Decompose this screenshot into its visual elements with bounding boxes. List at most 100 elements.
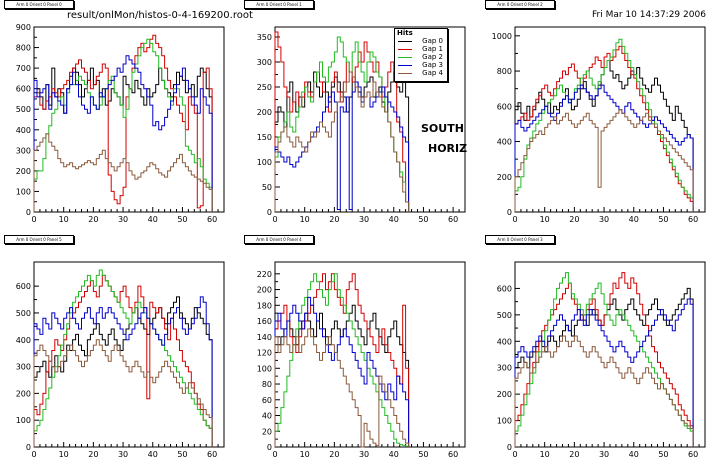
annotation-south: SOUTH: [421, 122, 464, 135]
panel-title-1: Arm 0 Orient 0 Panel 1: [244, 0, 314, 9]
panel-title-2: Arm 0 Orient 0 Panel 2: [485, 0, 555, 9]
x-tick-label-2-1: 10: [540, 215, 550, 224]
legend-entry-3: Gap 3: [395, 61, 447, 69]
y-tick-label-1-6: 300: [257, 58, 272, 67]
y-tick-label-4-3: 60: [262, 396, 272, 405]
y-tick-label-5-3: 300: [497, 364, 512, 373]
x-tick-label-0-6: 60: [207, 215, 217, 224]
series-0-gap-3: [33, 55, 213, 212]
legend-label-1: Gap 1: [422, 45, 443, 53]
y-tick-label-5-2: 200: [497, 390, 512, 399]
series-0-gap-0: [33, 67, 213, 212]
x-tick-label-1-2: 20: [329, 215, 339, 224]
legend-entry-0: Gap 0: [395, 37, 447, 45]
y-tick-label-5-6: 600: [497, 284, 512, 293]
y-tick-label-0-7: 700: [16, 64, 31, 73]
series-3-gap-1: [33, 274, 213, 447]
y-tick-label-0-4: 400: [16, 126, 31, 135]
x-tick-label-1-1: 10: [300, 215, 310, 224]
legend-title: Hits: [397, 29, 413, 37]
x-tick-label-4-5: 50: [418, 450, 428, 459]
y-tick-label-4-1: 20: [262, 427, 272, 436]
x-tick-label-2-5: 50: [658, 215, 668, 224]
series-4-gap-3: [274, 296, 410, 447]
panel-title-4: Arm 0 Orient 0 Panel 4: [244, 235, 314, 244]
x-tick-label-4-0: 0: [272, 450, 277, 459]
legend-entry-1: Gap 1: [395, 45, 447, 53]
y-tick-label-2-0: 0: [507, 208, 512, 217]
y-tick-label-4-0: 0: [267, 443, 272, 452]
x-tick-label-4-6: 60: [448, 450, 458, 459]
y-tick-label-2-2: 400: [497, 138, 512, 147]
x-tick-label-4-3: 30: [359, 450, 369, 459]
legend-swatch-0: [398, 41, 412, 42]
y-tick-label-4-11: 220: [257, 270, 272, 279]
y-tick-label-2-3: 600: [497, 102, 512, 111]
y-tick-label-3-1: 100: [16, 416, 31, 425]
y-tick-label-3-2: 200: [16, 389, 31, 398]
series-2-gap-1: [514, 45, 694, 212]
x-tick-label-5-4: 40: [629, 450, 639, 459]
legend-entry-4: Gap 4: [395, 69, 447, 77]
y-tick-label-2-1: 200: [497, 173, 512, 182]
legend-swatch-1: [398, 49, 412, 50]
y-tick-label-0-0: 0: [26, 208, 31, 217]
x-tick-label-3-2: 20: [88, 450, 98, 459]
x-tick-label-0-3: 30: [118, 215, 128, 224]
x-tick-label-2-2: 20: [569, 215, 579, 224]
legend-label-0: Gap 0: [422, 37, 443, 45]
y-tick-label-0-5: 500: [16, 105, 31, 114]
series-0-gap-4: [33, 133, 213, 212]
x-tick-label-5-1: 10: [540, 450, 550, 459]
series-2-gap-4: [514, 109, 694, 212]
y-tick-label-0-6: 600: [16, 85, 31, 94]
series-1-gap-1: [274, 31, 410, 212]
y-tick-label-4-4: 80: [262, 380, 272, 389]
x-tick-label-2-4: 40: [629, 215, 639, 224]
series-4-gap-1: [274, 273, 410, 447]
y-tick-label-0-2: 200: [16, 167, 31, 176]
legend-label-4: Gap 4: [422, 69, 443, 77]
x-tick-label-5-3: 30: [599, 450, 609, 459]
x-tick-label-0-4: 40: [148, 215, 158, 224]
y-tick-label-1-1: 50: [262, 183, 272, 192]
x-tick-label-4-1: 10: [300, 450, 310, 459]
y-tick-label-3-4: 400: [16, 336, 31, 345]
y-tick-label-2-5: 1000: [492, 32, 512, 41]
y-tick-label-1-7: 350: [257, 33, 272, 42]
y-tick-label-3-5: 500: [16, 309, 31, 318]
series-0-gap-1: [33, 34, 213, 212]
plot-frame-3: [33, 261, 225, 448]
y-tick-label-4-9: 180: [257, 301, 272, 310]
series-2-gap-2: [514, 38, 694, 212]
y-tick-label-3-3: 300: [16, 363, 31, 372]
series-1-gap-3: [274, 81, 410, 212]
series-4-gap-4: [274, 328, 410, 448]
series-5-gap-2: [514, 272, 694, 447]
y-tick-label-0-8: 800: [16, 44, 31, 53]
y-tick-label-3-6: 600: [16, 282, 31, 291]
y-tick-label-5-0: 0: [507, 443, 512, 452]
series-4-gap-2: [274, 273, 410, 447]
series-2-gap-0: [514, 60, 694, 212]
legend-entries: Gap 0 Gap 1 Gap 2 Gap 3 Gap 4: [395, 37, 447, 77]
y-tick-label-1-2: 100: [257, 158, 272, 167]
y-tick-label-4-2: 40: [262, 412, 272, 421]
x-tick-label-1-6: 60: [448, 215, 458, 224]
series-1-gap-0: [274, 71, 410, 212]
x-tick-label-4-4: 40: [389, 450, 399, 459]
x-tick-label-1-3: 30: [359, 215, 369, 224]
x-tick-label-1-4: 40: [389, 215, 399, 224]
legend-label-2: Gap 2: [422, 53, 443, 61]
series-5-gap-3: [514, 298, 694, 447]
x-tick-label-1-0: 0: [272, 215, 277, 224]
y-tick-label-2-4: 800: [497, 67, 512, 76]
series-1-gap-4: [274, 71, 410, 212]
file-path-label: result/onlMon/histos-0-4-169200.root: [67, 10, 253, 21]
y-tick-label-4-10: 200: [257, 286, 272, 295]
x-tick-label-0-0: 0: [31, 215, 36, 224]
plot-frame-5: [514, 261, 706, 448]
panel-title-5: Arm 0 Orient 0 Panel 3: [485, 235, 555, 244]
series-0-gap-2: [33, 38, 213, 212]
series-4-gap-0: [274, 304, 410, 447]
